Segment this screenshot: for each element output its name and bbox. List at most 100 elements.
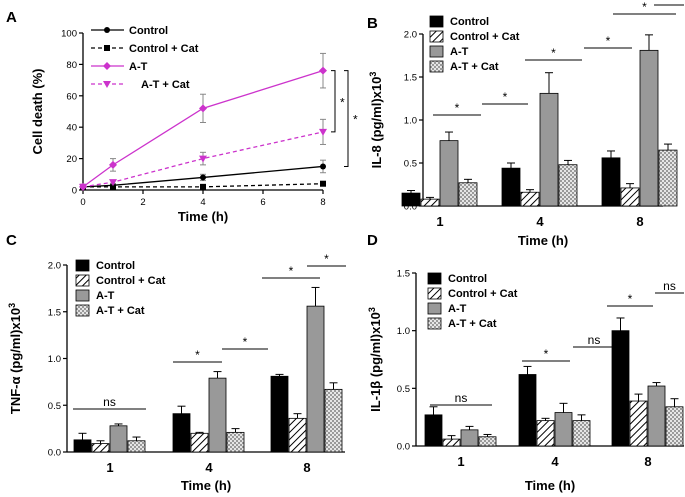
y-tick-label: 0.0: [48, 448, 61, 459]
significance-label: *: [606, 34, 611, 48]
bar: [270, 375, 289, 453]
significance-label: *: [324, 252, 329, 266]
y-tick-label: 1.0: [404, 116, 417, 127]
legend-swatch: [429, 45, 444, 58]
legend-label: A-T + Cat: [448, 318, 497, 330]
panel-letter: B: [367, 15, 378, 32]
panel-c-chart: C TNF-α (pg/ml)x103 Time (h) 0.0 0.5 1.0 1.5 2.…: [6, 232, 346, 493]
bar: [520, 191, 540, 207]
legend-swatch: [75, 304, 90, 317]
bar: [306, 305, 325, 453]
series-line: [82, 131, 324, 188]
y-tick-label: 0: [72, 186, 77, 197]
legend-swatch: [427, 302, 442, 315]
legend-label: Control: [450, 16, 489, 28]
bar: [460, 429, 479, 447]
bar: [536, 420, 555, 447]
y-tick-label: 2.0: [404, 30, 417, 41]
significance-label: *: [340, 95, 345, 109]
x-category-label: 8: [303, 460, 310, 475]
legend: Control Control + Cat A-T A-T + Cat: [91, 25, 199, 91]
y-tick-label: 1.5: [48, 307, 61, 318]
y-axis-label: Cell death (%): [30, 69, 45, 155]
legend-swatch: [75, 274, 90, 287]
legend-swatch: [427, 272, 442, 285]
y-tick-label: 0.0: [397, 442, 410, 453]
significance-label: *: [289, 264, 294, 278]
y-axis-label-superscript: 3: [368, 72, 378, 77]
data-point: [109, 160, 117, 169]
bar: [611, 330, 630, 447]
x-category-label: 1: [106, 460, 113, 475]
bar: [665, 406, 684, 447]
significance-label: *: [642, 0, 647, 14]
legend-label: Control: [96, 260, 135, 272]
legend-swatch: [427, 317, 442, 330]
series-a-t: [79, 52, 327, 191]
significance-label: *: [667, 0, 672, 5]
legend-swatch: [427, 287, 442, 300]
significance-label: *: [503, 90, 508, 104]
y-tick-label: 0.5: [397, 384, 410, 395]
significance-label: *: [544, 347, 549, 361]
y-tick-label: 2.0: [48, 261, 61, 272]
legend-label: A-T: [450, 46, 469, 58]
x-tick-label: 2: [140, 197, 145, 208]
legend-label: A-T: [96, 290, 115, 302]
x-category-label: 8: [636, 214, 643, 229]
bar: [91, 443, 110, 453]
significance-bracket: [331, 70, 336, 133]
significance-label: ns: [455, 391, 468, 405]
legend-swatch: [429, 15, 444, 28]
bar: [288, 417, 307, 453]
y-axis-label-superscript: 3: [367, 307, 377, 312]
data-point: [200, 183, 206, 190]
legend-marker: [103, 81, 111, 88]
y-tick-label: 20: [66, 154, 77, 165]
y-tick-label: 1.5: [404, 73, 417, 84]
bar: [572, 420, 591, 447]
y-axis-label: IL-1β (pg/ml)x103: [367, 307, 383, 412]
legend-swatch: [429, 30, 444, 43]
bar: [478, 436, 497, 447]
y-tick-label: 1.5: [397, 269, 410, 280]
legend-label: Control: [448, 273, 487, 285]
series-a-t-cat: [79, 118, 327, 191]
y-tick-label: 60: [66, 91, 77, 102]
data-point: [319, 66, 327, 75]
data-point: [79, 183, 87, 191]
significance-label: *: [353, 113, 358, 127]
x-tick-label: 0: [80, 197, 85, 208]
y-tick-label: 40: [66, 123, 77, 134]
significance-label: *: [243, 335, 248, 349]
legend-label: Control + Cat: [450, 31, 520, 43]
y-tick-label: 0.5: [404, 159, 417, 170]
legend-label: A-T: [448, 303, 467, 315]
bar: [518, 374, 537, 447]
x-axis-label: Time (h): [181, 478, 231, 493]
bar: [190, 432, 209, 453]
y-tick-label: 0.0: [404, 202, 417, 213]
bar: [401, 192, 421, 207]
y-axis-label-superscript: 3: [7, 303, 17, 308]
bar: [73, 439, 92, 453]
panel-letter: A: [6, 9, 17, 26]
x-category-label: 8: [644, 454, 651, 469]
bar: [539, 92, 559, 207]
x-axis-label: Time (h): [525, 478, 575, 493]
bar: [554, 412, 573, 447]
bar: [558, 164, 578, 207]
y-axis-label: IL-8 (pg/ml)x103: [368, 72, 384, 169]
x-category-label: 4: [536, 214, 544, 229]
bar: [601, 157, 621, 207]
legend-label: Control + Cat: [129, 43, 199, 55]
panel-letter: D: [367, 232, 378, 249]
legend-label: Control: [129, 25, 168, 37]
significance-label: *: [195, 348, 200, 362]
significance-label: ns: [588, 333, 601, 347]
panel-letter: C: [6, 232, 17, 249]
legend-label: Control + Cat: [448, 288, 518, 300]
x-tick-label: 6: [260, 197, 265, 208]
bar: [127, 440, 146, 453]
